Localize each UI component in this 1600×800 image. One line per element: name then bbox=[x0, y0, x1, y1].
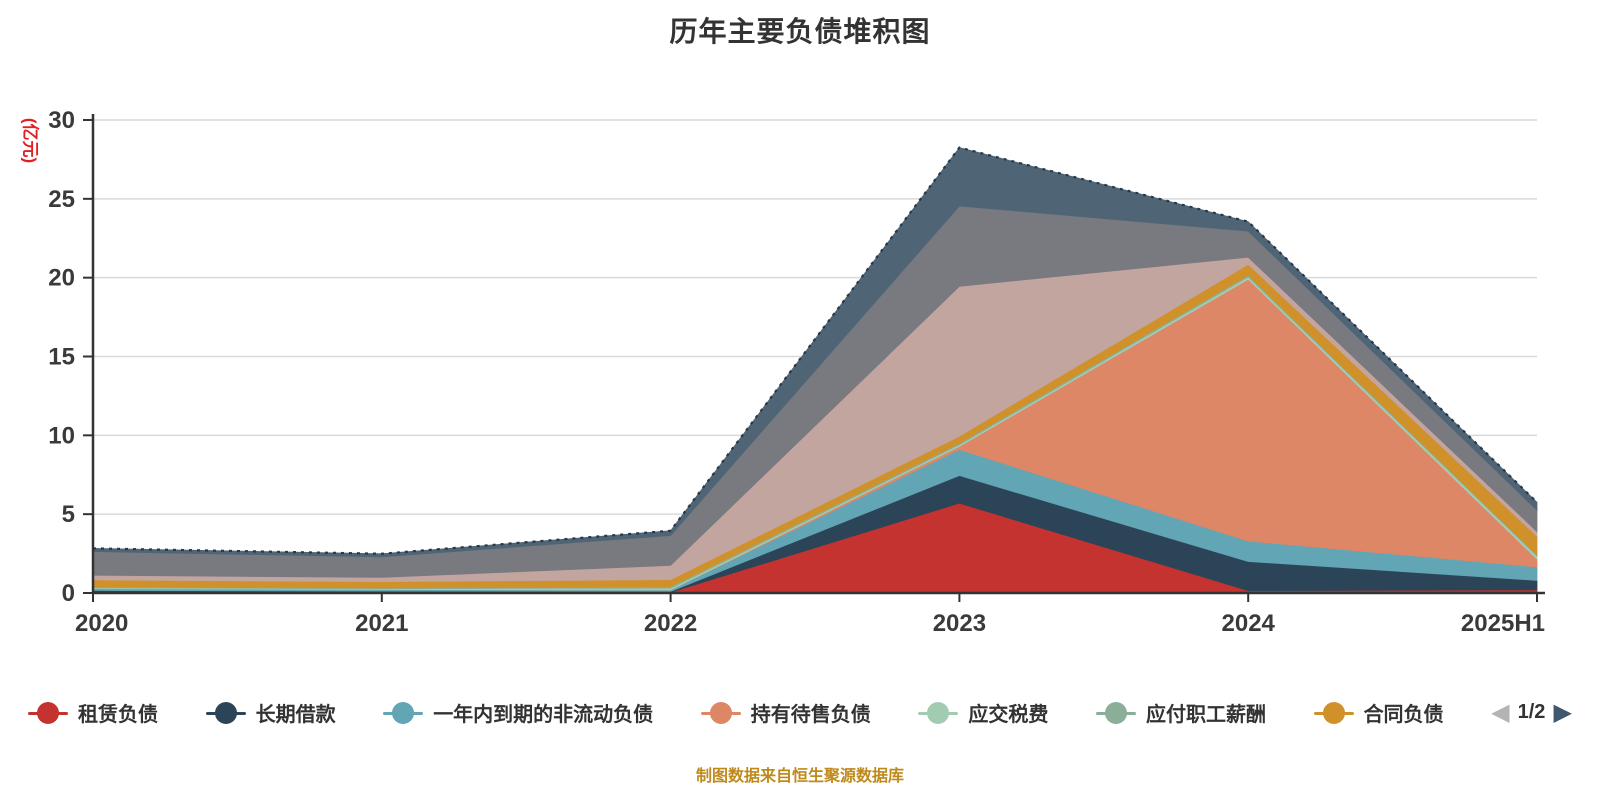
legend-item-5[interactable]: 应付职工薪酬 bbox=[1095, 698, 1266, 727]
chart-title: 历年主要负债堆积图 bbox=[669, 16, 931, 47]
y-tick-label: 20 bbox=[48, 265, 75, 292]
legend-prev-page-icon[interactable]: ◀ bbox=[1491, 698, 1510, 726]
stacked-area-chart: 0 5 10 15 20 25 30 2020 2021 2022 2023 2024 2025H1 bbox=[48, 107, 1545, 637]
legend-marker-icon bbox=[383, 701, 424, 724]
legend-label: 一年内到期的非流动负债 bbox=[433, 704, 654, 726]
legend-label: 长期借款 bbox=[255, 704, 336, 726]
legend-label: 持有待售负债 bbox=[750, 704, 871, 726]
legend-marker-icon bbox=[1095, 701, 1136, 724]
y-tick-label: 0 bbox=[62, 580, 75, 607]
legend-label: 租赁负债 bbox=[78, 704, 158, 726]
legend-item-1[interactable]: 长期借款 bbox=[205, 698, 336, 727]
legend-item-0[interactable]: 租赁负债 bbox=[28, 698, 158, 727]
x-tick-label: 2020 bbox=[75, 610, 128, 637]
y-tick-label: 10 bbox=[48, 422, 75, 449]
legend-pagination: ◀ 1/2 ▶ bbox=[1491, 698, 1572, 726]
legend-page-indicator: 1/2 bbox=[1517, 701, 1546, 723]
y-tick-label: 5 bbox=[62, 501, 75, 528]
x-tick-label: 2022 bbox=[644, 610, 697, 637]
legend-marker-icon bbox=[918, 701, 959, 724]
x-tick-label: 2021 bbox=[355, 610, 408, 637]
data-source-note: 制图数据来自恒生聚源数据库 bbox=[695, 768, 904, 785]
legend-item-4[interactable]: 应交税费 bbox=[918, 698, 1048, 727]
legend-label: 合同负债 bbox=[1363, 704, 1444, 726]
legend-label: 应交税费 bbox=[968, 704, 1049, 726]
x-tick-label: 2024 bbox=[1222, 610, 1276, 637]
legend-marker-icon bbox=[1313, 701, 1354, 724]
legend-marker-icon bbox=[205, 701, 246, 724]
y-tick-label: 25 bbox=[48, 186, 75, 213]
legend-label: 应付职工薪酬 bbox=[1145, 704, 1266, 726]
legend-item-2[interactable]: 一年内到期的非流动负债 bbox=[383, 698, 653, 727]
x-tick-label: 2025H1 bbox=[1461, 610, 1545, 637]
legend-marker-icon bbox=[700, 701, 741, 724]
y-tick-label: 30 bbox=[48, 107, 75, 134]
legend-item-3[interactable]: 持有待售负债 bbox=[700, 698, 871, 727]
legend: 租赁负债 长期借款 一年内到期的非流动负债 持有待售负债 应交税费 应付职工薪酬 合同负债 ◀… bbox=[0, 698, 1600, 727]
legend-marker-icon bbox=[28, 701, 68, 724]
stack-top-border bbox=[92, 146, 1538, 555]
y-tick-label: 15 bbox=[48, 344, 75, 371]
legend-next-page-icon[interactable]: ▶ bbox=[1553, 698, 1572, 726]
legend-item-6[interactable]: 合同负债 bbox=[1313, 698, 1444, 727]
x-tick-label: 2023 bbox=[933, 610, 986, 637]
